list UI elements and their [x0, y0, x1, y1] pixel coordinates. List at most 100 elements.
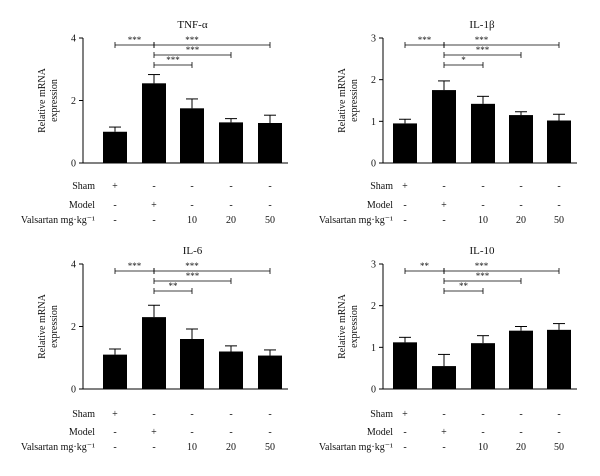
- bar-sham: [393, 123, 417, 163]
- treatment-model-mark: -: [113, 427, 116, 438]
- treatment-model-mark: -: [190, 427, 193, 438]
- treatment-sham-mark: -: [519, 181, 522, 192]
- significance-label: **: [169, 281, 179, 291]
- treatment-valsartan-mark: -: [113, 442, 116, 453]
- y-tick-label: 4: [71, 34, 76, 45]
- bar-10: [180, 339, 204, 389]
- treatment-valsartan-mark: 50: [554, 215, 564, 226]
- chart-title: IL-10: [469, 245, 495, 257]
- bar-50: [258, 123, 282, 163]
- treatment-sham-mark: -: [190, 409, 193, 420]
- bar-sham: [393, 342, 417, 389]
- treatment-model-mark: -: [557, 200, 560, 211]
- treatment-model-mark: -: [229, 200, 232, 211]
- bar-20: [509, 115, 533, 163]
- significance-label: ***: [475, 261, 489, 271]
- y-tick-label: 0: [71, 159, 76, 170]
- treatment-sham-mark: +: [402, 409, 408, 420]
- significance-label: *: [461, 55, 466, 65]
- treatment-model-mark: -: [268, 200, 271, 211]
- treatment-model-mark: -: [519, 200, 522, 211]
- row-label-valsartan: Valsartan mg·kg⁻¹: [21, 215, 95, 226]
- significance-label: ***: [166, 55, 180, 65]
- bar-10: [471, 103, 495, 163]
- treatment-valsartan-mark: -: [152, 442, 155, 453]
- treatment-valsartan-mark: 50: [554, 442, 564, 453]
- treatment-valsartan-mark: 50: [265, 215, 275, 226]
- treatment-sham-mark: -: [152, 181, 155, 192]
- chart-title: TNF-α: [177, 19, 207, 31]
- treatment-valsartan-mark: -: [442, 442, 445, 453]
- treatment-valsartan-mark: 10: [478, 442, 488, 453]
- significance-label: ***: [475, 35, 489, 45]
- treatment-valsartan-mark: 20: [516, 215, 526, 226]
- significance-label: ***: [128, 35, 142, 45]
- bar-20: [509, 330, 533, 389]
- treatment-sham-mark: +: [402, 181, 408, 192]
- y-axis-label: Relative mRNAexpression: [337, 67, 360, 132]
- y-axis-label: Relative mRNAexpression: [337, 293, 360, 358]
- y-tick-label: 0: [371, 159, 376, 170]
- significance-label: ***: [128, 261, 142, 271]
- y-tick-label: 4: [71, 260, 76, 271]
- treatment-valsartan-mark: 20: [226, 215, 236, 226]
- bar-10: [180, 108, 204, 163]
- treatment-valsartan-mark: 20: [516, 442, 526, 453]
- bar-50: [547, 329, 571, 389]
- significance-label: **: [459, 281, 469, 291]
- y-tick-label: 1: [371, 117, 376, 128]
- treatment-model-mark: -: [557, 427, 560, 438]
- treatment-sham-mark: -: [481, 181, 484, 192]
- row-label-valsartan: Valsartan mg·kg⁻¹: [21, 442, 95, 453]
- row-label-sham: Sham: [370, 181, 393, 192]
- treatment-valsartan-mark: -: [152, 215, 155, 226]
- y-tick-label: 0: [71, 385, 76, 396]
- row-label-model: Model: [69, 427, 95, 438]
- treatment-model-mark: -: [481, 427, 484, 438]
- y-tick-label: 2: [371, 75, 376, 86]
- y-tick-label: 2: [371, 301, 376, 312]
- treatment-model-mark: -: [519, 427, 522, 438]
- treatment-model-mark: +: [441, 200, 447, 211]
- bar-50: [547, 120, 571, 163]
- treatment-sham-mark: -: [557, 409, 560, 420]
- significance-label: ***: [186, 45, 200, 55]
- bar-sham: [103, 131, 127, 163]
- treatment-valsartan-mark: -: [442, 215, 445, 226]
- y-tick-label: 3: [371, 260, 376, 271]
- treatment-valsartan-mark: 10: [187, 442, 197, 453]
- treatment-model-mark: -: [268, 427, 271, 438]
- bar-model: [432, 366, 456, 389]
- treatment-valsartan-mark: -: [113, 215, 116, 226]
- y-axis-label: Relative mRNAexpression: [37, 293, 60, 358]
- row-label-sham: Sham: [370, 409, 393, 420]
- treatment-sham-mark: -: [519, 409, 522, 420]
- treatment-sham-mark: -: [481, 409, 484, 420]
- bar-50: [258, 355, 282, 389]
- treatment-model-mark: -: [481, 200, 484, 211]
- row-label-valsartan: Valsartan mg·kg⁻¹: [319, 215, 393, 226]
- treatment-sham-mark: +: [112, 409, 118, 420]
- significance-label: ***: [185, 35, 199, 45]
- treatment-model-mark: -: [403, 427, 406, 438]
- bar-10: [471, 343, 495, 389]
- treatment-sham-mark: -: [229, 181, 232, 192]
- treatment-sham-mark: -: [229, 409, 232, 420]
- row-label-model: Model: [367, 200, 393, 211]
- significance-label: ***: [185, 261, 199, 271]
- treatment-valsartan-mark: 20: [226, 442, 236, 453]
- treatment-valsartan-mark: -: [403, 442, 406, 453]
- treatment-model-mark: -: [190, 200, 193, 211]
- treatment-sham-mark: -: [268, 181, 271, 192]
- treatment-sham-mark: -: [557, 181, 560, 192]
- y-axis-label: Relative mRNAexpression: [37, 67, 60, 132]
- chart-title: IL-6: [183, 245, 203, 257]
- treatment-model-mark: -: [403, 200, 406, 211]
- treatment-sham-mark: -: [442, 409, 445, 420]
- treatment-sham-mark: -: [152, 409, 155, 420]
- bar-20: [219, 122, 243, 163]
